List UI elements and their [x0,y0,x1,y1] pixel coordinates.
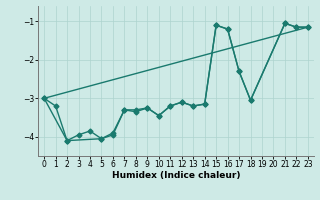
X-axis label: Humidex (Indice chaleur): Humidex (Indice chaleur) [112,171,240,180]
